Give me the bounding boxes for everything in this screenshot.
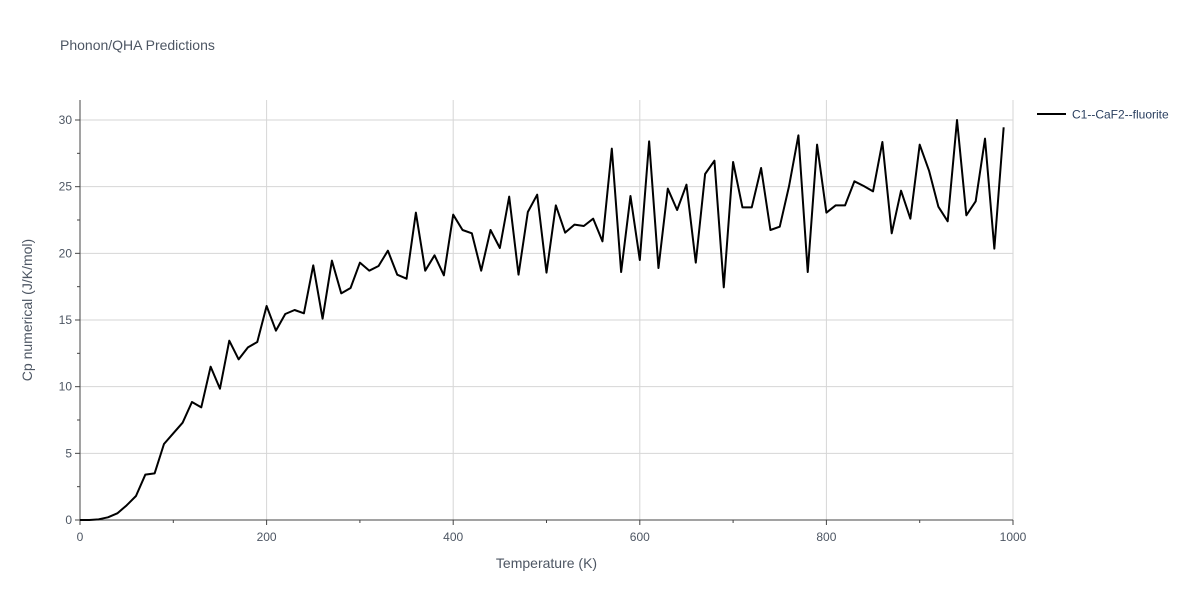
y-tick-label: 0	[65, 513, 72, 527]
y-axis-label: Cp numerical (J/K/mol)	[19, 239, 35, 381]
x-tick-label: 0	[77, 530, 84, 544]
gridlines	[80, 100, 1014, 520]
series-line[interactable]	[80, 119, 1005, 521]
x-tick-label: 1000	[1000, 530, 1027, 544]
y-tick-label: 10	[59, 380, 73, 394]
y-tick-label: 5	[65, 446, 72, 460]
chart-title: Phonon/QHA Predictions	[60, 37, 215, 53]
x-tick-label: 600	[630, 530, 650, 544]
x-tick-label: 400	[443, 530, 463, 544]
data-series	[80, 119, 1005, 521]
x-axis-label: Temperature (K)	[496, 555, 597, 571]
axes	[75, 100, 1014, 525]
x-tick-label: 800	[816, 530, 836, 544]
x-tick-label: 200	[257, 530, 277, 544]
y-tick-label: 25	[59, 180, 73, 194]
legend-label: C1--CaF2--fluorite	[1072, 108, 1169, 122]
legend[interactable]: C1--CaF2--fluorite	[1037, 108, 1169, 122]
tick-labels: 0 200 400 600 800 1000 0 5 10 15 20 25 30	[59, 113, 1027, 544]
y-tick-label: 20	[59, 246, 73, 260]
y-tick-label: 30	[59, 113, 73, 127]
y-tick-label: 15	[59, 313, 73, 327]
